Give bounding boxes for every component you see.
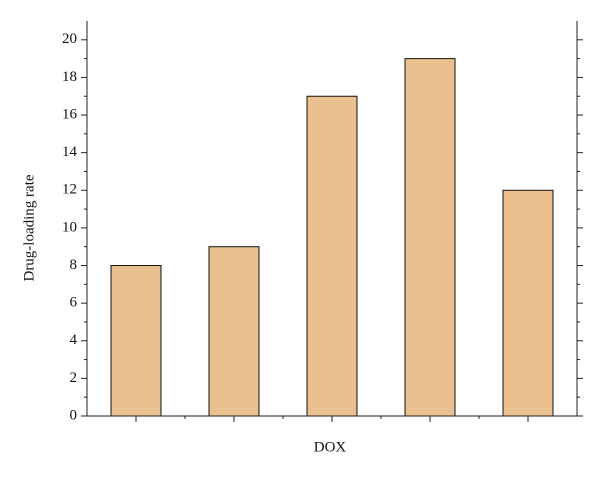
bar xyxy=(110,265,162,417)
y-tick-label: 14 xyxy=(62,144,78,160)
y-tick-label: 8 xyxy=(70,257,78,273)
bar xyxy=(404,58,456,417)
x-axis-label: DOX xyxy=(314,439,347,455)
y-tick-label: 4 xyxy=(70,332,78,348)
y-tick-label: 6 xyxy=(70,295,78,311)
y-tick-label: 2 xyxy=(70,370,78,386)
y-tick-label: 20 xyxy=(62,31,77,47)
y-tick-label: 0 xyxy=(70,407,78,423)
y-axis-label: Drug-loading rate xyxy=(21,174,37,281)
bar xyxy=(306,95,358,417)
bar xyxy=(502,189,554,417)
y-tick-label: 16 xyxy=(62,106,78,122)
bar xyxy=(208,246,260,417)
y-tick-label: 18 xyxy=(62,69,77,85)
y-tick-label: 10 xyxy=(62,219,77,235)
y-tick-label: 12 xyxy=(62,182,77,198)
